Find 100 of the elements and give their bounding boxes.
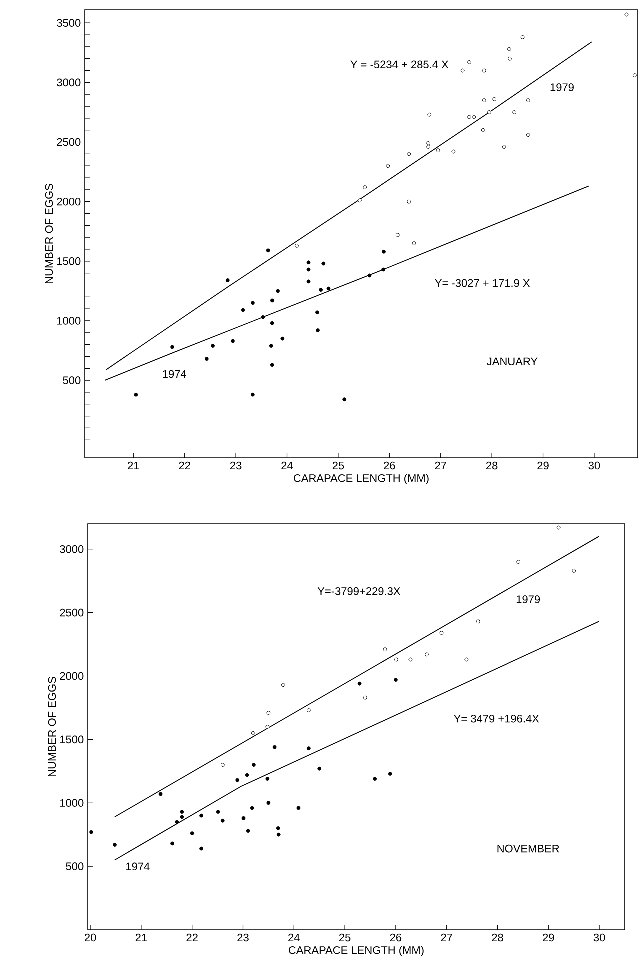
x-tick-label: 30 [594,934,606,942]
point [250,392,255,397]
annotation: NOVEMBER [498,844,560,853]
point [242,816,246,820]
x-tick-label: 28 [486,462,498,470]
point [358,682,362,686]
x-tick-label: 30 [588,462,600,470]
x-axis-title: CARAPACE LENGTH (MM) [289,946,424,956]
point [373,777,378,781]
y-tick-label: 1000 [60,799,84,808]
point [180,815,184,820]
point [492,97,497,102]
point [322,262,326,266]
point [252,763,256,768]
annotation: 1974 [126,862,150,871]
annotation: 1979 [516,596,540,604]
point [481,128,486,132]
point [266,248,270,253]
point [211,344,215,348]
point [170,842,174,846]
point [270,298,274,303]
point [90,830,94,834]
point [460,68,465,73]
x-tick-label: 28 [492,934,504,942]
point [526,98,530,103]
annotation: Y= 3479 +196.4X [454,714,540,723]
point [269,344,274,348]
point [572,569,576,573]
point [306,260,311,265]
point [482,68,486,73]
point [482,98,486,103]
point [512,110,517,114]
point [306,268,311,272]
point [306,708,311,712]
y-tick-label: 3500 [57,19,81,28]
point [246,829,250,833]
point [216,810,220,814]
point [158,792,163,796]
point [276,826,280,830]
point [272,745,277,750]
point [250,301,255,306]
point [408,658,413,662]
point [464,658,469,662]
x-tick-label: 25 [332,462,344,470]
annotation: JANUARY [487,358,538,366]
annotation: Y=-3799+229.3X [318,588,401,596]
point [488,110,492,114]
x-tick-label: 23 [238,934,249,942]
point [270,363,274,368]
y-tick-label: 1500 [60,736,84,744]
point [383,648,388,652]
x-tick-label: 24 [282,462,294,470]
point [170,345,175,350]
point [266,725,270,729]
point [113,843,117,847]
point [382,250,386,254]
point [190,832,194,836]
x-tick-label: 21 [136,934,148,942]
point [134,392,138,397]
point [358,198,362,203]
y-tick-label: 500 [66,862,84,870]
point [306,746,311,751]
point [280,336,285,341]
x-tick-label: 25 [339,934,351,942]
point [316,328,320,332]
point [382,268,386,272]
point [200,814,204,818]
y-tick-label: 500 [63,376,81,384]
line-series [104,186,590,382]
point [266,711,271,715]
point [251,731,256,736]
point [394,658,398,662]
y-tick-label: 3000 [57,78,81,87]
point [241,308,246,312]
point [468,60,472,64]
y-tick-label: 1000 [57,317,81,325]
point [520,35,525,40]
annotation: Y= -3027 + 171.9 X [435,279,530,288]
point [426,142,431,146]
point [319,288,323,292]
annotation: 1979 [550,84,574,92]
point [508,56,512,61]
point [363,186,368,190]
point [266,777,270,781]
y-tick-label: 2000 [57,198,81,206]
point [266,801,271,806]
y-tick-label: 2000 [60,672,84,680]
annotation: 1974 [163,370,186,378]
y-axis-title: NUMBER OF EGGS [45,184,54,284]
point [200,846,204,851]
point [425,652,429,657]
point [318,766,322,771]
point [180,810,184,814]
point [226,278,230,282]
point [396,233,400,238]
point [363,696,368,700]
point [250,806,254,810]
y-tick-label: 1500 [57,258,81,266]
annotation: Y = -5234 + 285.4 X [350,60,449,69]
x-tick-label: 20 [84,934,96,942]
